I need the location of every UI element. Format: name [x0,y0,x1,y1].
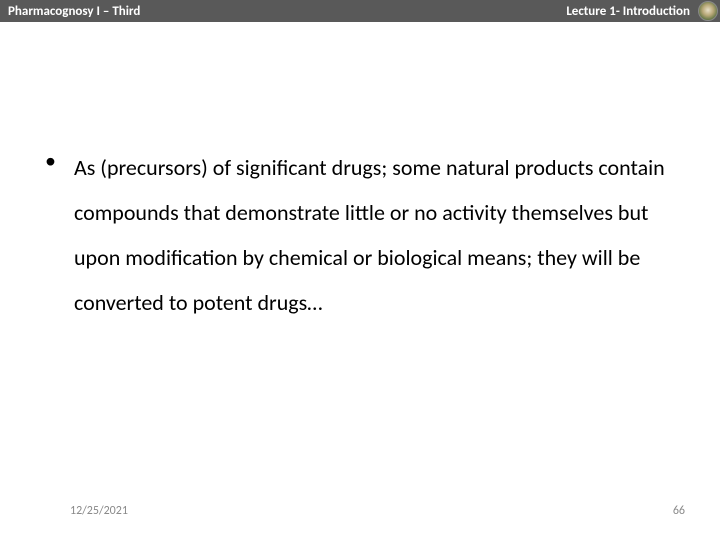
header-bar: Pharmacognosy I – Third Lecture 1- Intro… [0,0,720,22]
slide-content: • As (precursors) of significant drugs; … [45,145,675,325]
institution-logo-icon [698,1,718,21]
footer-page-number: 66 [673,504,685,518]
bullet-text: As (precursors) of significant drugs; so… [74,145,675,325]
lecture-title: Lecture 1- Introduction [566,4,712,19]
bullet-marker: • [45,147,56,174]
footer-date: 12/25/2021 [70,504,128,518]
course-title: Pharmacognosy I – Third [8,4,140,19]
bullet-item: • As (precursors) of significant drugs; … [45,145,675,325]
